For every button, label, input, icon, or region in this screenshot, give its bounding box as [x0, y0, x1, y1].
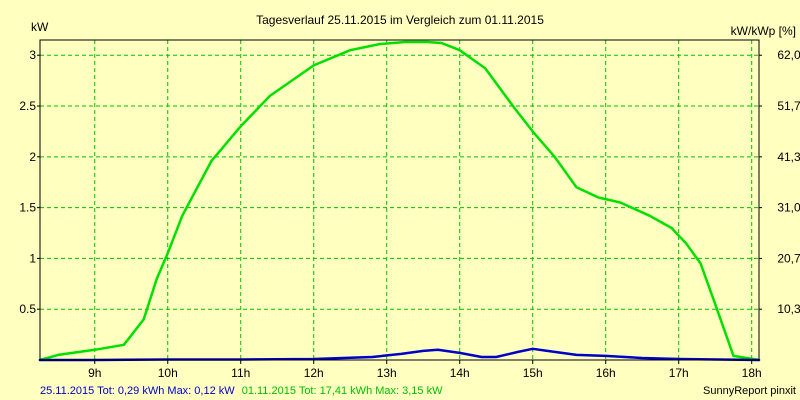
y-tick-label-left: 0.5 — [19, 302, 36, 316]
chart-title: Tagesverlauf 25.11.2015 im Vergleich zum… — [256, 13, 544, 27]
y-tick-label-left: 2.5 — [19, 99, 36, 113]
x-tick-label: 11h — [231, 366, 250, 380]
y-axis-label-left: kW — [31, 20, 49, 34]
y-axis-label-right: kW/kWp [%] — [731, 24, 796, 38]
x-tick-label: 14h — [450, 366, 470, 380]
footer-credit: SunnyReport pinxit — [703, 385, 796, 397]
x-tick-label: 18h — [742, 366, 762, 380]
footer-summary-blue: 25.11.2015 Tot: 0,29 kWh Max: 0,12 kW — [40, 385, 235, 397]
x-tick-label: 10h — [158, 366, 178, 380]
y-tick-label-right: 51,7 — [777, 99, 800, 113]
y-tick-label-left: 1 — [29, 251, 36, 265]
grid-lines — [40, 40, 759, 360]
plot-frame — [39, 39, 760, 361]
x-tick-label: 13h — [377, 366, 397, 380]
x-tick-label: 16h — [596, 366, 616, 380]
series-group — [38, 40, 761, 362]
y-tick-label-left: 3 — [29, 48, 36, 62]
y-tick-label-right: 20,7 — [777, 251, 800, 265]
y-tick-label-right: 41,3 — [777, 150, 800, 164]
footer-series-summary: 25.11.2015 Tot: 0,29 kWh Max: 0,12 kW 01… — [40, 385, 443, 397]
ticks-group: 9h 10h 11h 12h 13h 14h 15h 16h 17h 18h 0.5 1 1.5 2 2.5… — [19, 48, 800, 380]
x-tick-label: 12h — [304, 366, 324, 380]
x-tick-label: 15h — [523, 366, 543, 380]
y-tick-label-right: 31,0 — [777, 201, 800, 215]
y-tick-label-left: 1.5 — [19, 201, 36, 215]
series-line-blue — [38, 347, 761, 362]
y-tick-label-right: 10,3 — [777, 302, 800, 316]
series-line-green — [38, 40, 761, 362]
y-tick-label-right: 62,0 — [777, 48, 800, 62]
y-tick-label-left: 2 — [29, 150, 36, 164]
x-tick-label: 9h — [88, 366, 101, 380]
x-tick-label: 17h — [669, 366, 689, 380]
footer-summary-green: 01.11.2015 Tot: 17,41 kWh Max: 3,15 kW — [242, 385, 443, 397]
